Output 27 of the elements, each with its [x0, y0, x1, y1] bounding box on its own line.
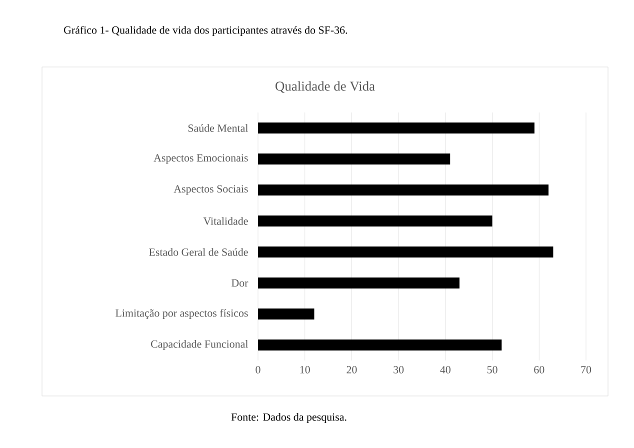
- y-tick-label: Saúde Mental: [188, 124, 248, 132]
- bar: [258, 215, 492, 226]
- y-tick-label: Aspectos Sociais: [174, 185, 248, 195]
- y-tick-label: Limitação por aspectos físicos: [116, 308, 248, 320]
- bar: [258, 277, 460, 288]
- y-tick-label: Aspectos Emocionais: [154, 154, 248, 164]
- chart-subtitle: Qualidade de Vida: [276, 81, 375, 93]
- source-note: Fonte: Dados da pesquisa.: [231, 413, 346, 423]
- y-tick-label: Dor: [232, 279, 248, 287]
- bar: [258, 308, 314, 320]
- bar: [258, 122, 534, 134]
- x-tick-label: 40: [440, 366, 450, 374]
- bar: [258, 184, 549, 196]
- x-tick-label: 10: [300, 366, 310, 374]
- x-tick-label: 50: [487, 366, 498, 374]
- bar: [258, 153, 450, 164]
- x-tick-label: 70: [581, 366, 592, 374]
- bar: [258, 339, 502, 350]
- bar: [258, 246, 554, 258]
- x-tick-label: 60: [534, 366, 544, 374]
- chart-title: Gráfico 1- Qualidade de vida dos participantes através do SF-36.: [64, 26, 348, 36]
- x-tick-label: 0: [256, 366, 260, 374]
- y-tick-label: Vitalidade: [203, 217, 248, 225]
- y-tick-label: Estado Geral de Saúde: [149, 248, 248, 256]
- x-tick-label: 20: [346, 366, 357, 374]
- x-tick-label: 30: [394, 366, 404, 374]
- y-tick-label: Capacidade Funcional: [151, 340, 248, 350]
